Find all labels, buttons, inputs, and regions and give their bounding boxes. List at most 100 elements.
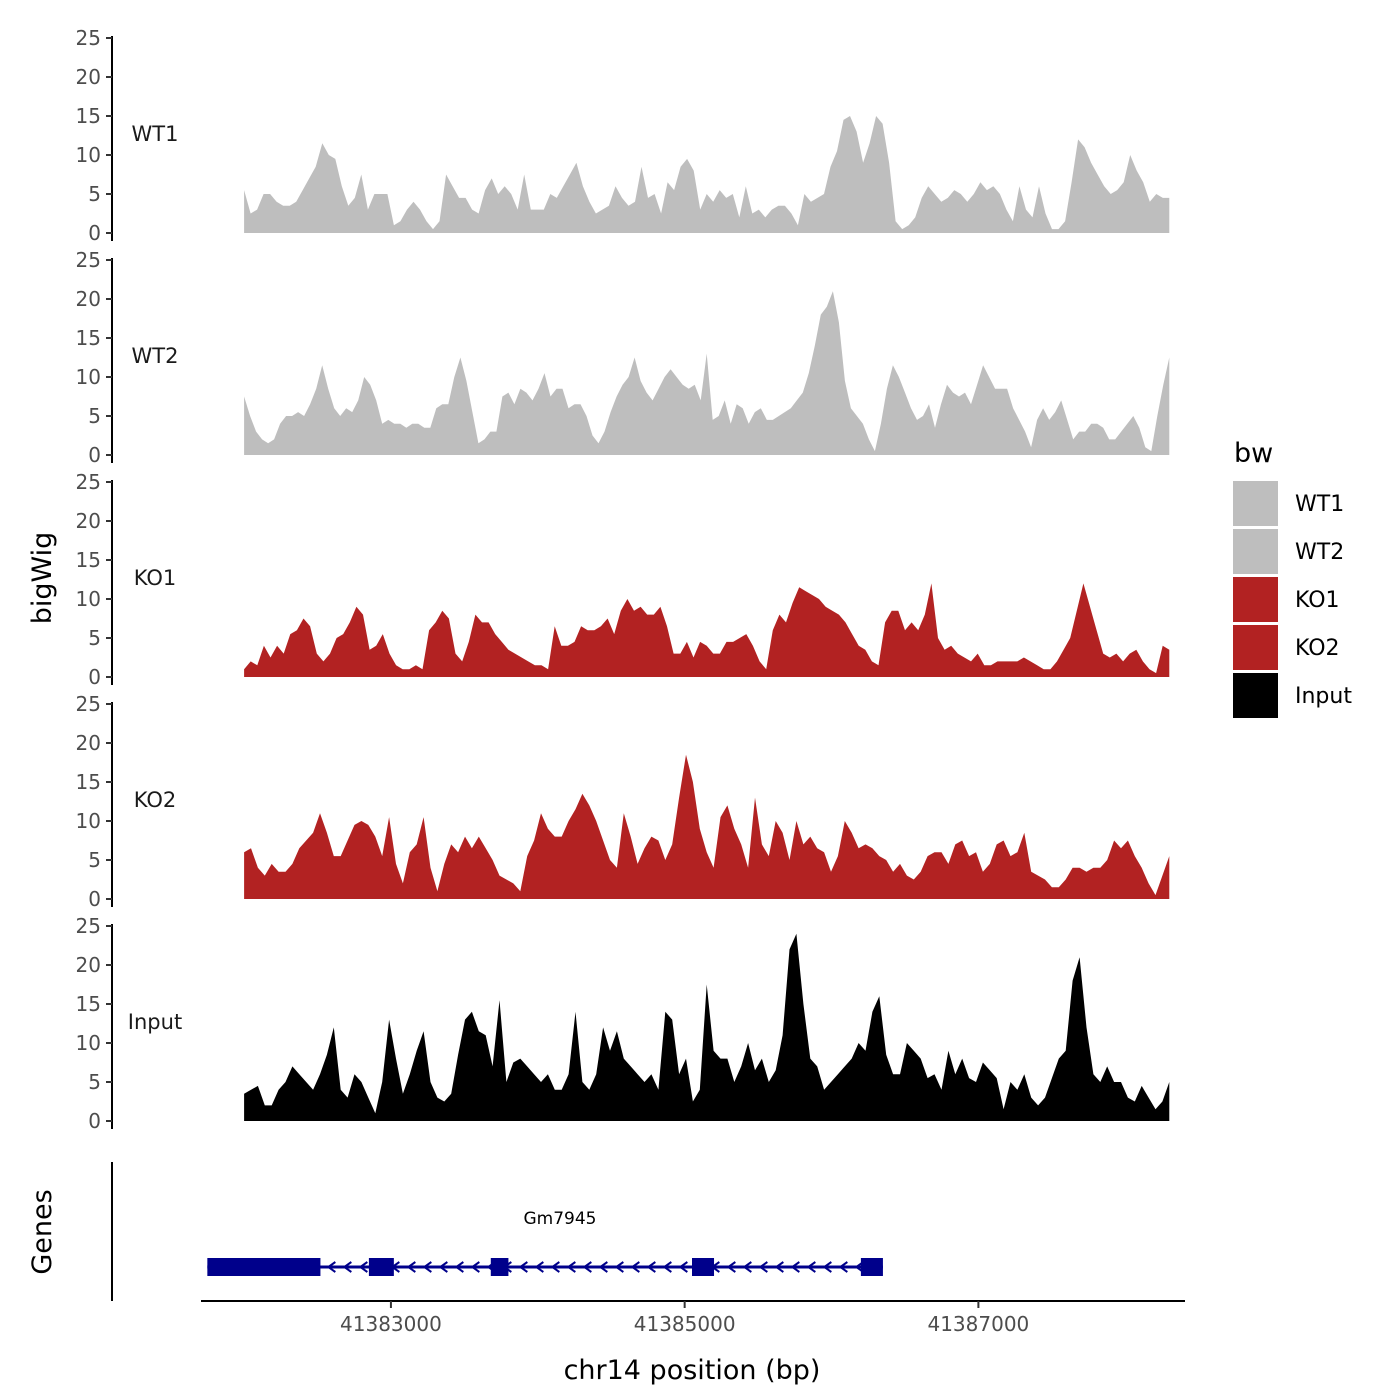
x-axis: chr14 position (bp) 41383000 41385000 4138… <box>201 1300 1185 1386</box>
strand-arrow <box>566 1261 576 1273</box>
y-tick-label: 0 <box>88 887 101 911</box>
gene-exon <box>860 1258 883 1276</box>
legend-key-ko2 <box>1233 625 1278 670</box>
strand-arrow <box>582 1261 592 1273</box>
x-tick-label: 41385000 <box>634 1312 736 1336</box>
legend-key-ko1 <box>1233 577 1278 622</box>
y-tick-label: 20 <box>76 953 101 977</box>
strand-arrow <box>438 1261 448 1273</box>
y-axis-title: bigWig <box>27 532 58 625</box>
y-tick-label: 25 <box>76 470 101 494</box>
gene-exon <box>490 1258 509 1276</box>
coverage-area-wt2 <box>244 291 1170 455</box>
strand-arrow <box>790 1261 800 1273</box>
coverage-area-ko1 <box>244 583 1170 677</box>
y-tick-label: 20 <box>76 65 101 89</box>
y-tick-label: 20 <box>76 731 101 755</box>
x-tick-label: 41387000 <box>927 1312 1029 1336</box>
legend-label: WT1 <box>1295 492 1344 517</box>
strand-arrow <box>550 1261 560 1273</box>
track-label: KO2 <box>134 788 177 812</box>
y-tick-label: 0 <box>88 443 101 467</box>
track-label: KO1 <box>134 566 177 590</box>
coverage-area-ko2 <box>244 754 1170 899</box>
y-tick-label: 25 <box>76 692 101 716</box>
strand-arrow <box>470 1261 480 1273</box>
strand-arrow <box>822 1261 832 1273</box>
legend-title: bw <box>1234 438 1273 469</box>
strand-arrow <box>646 1261 656 1273</box>
strand-arrow <box>422 1261 432 1273</box>
strand-arrow <box>614 1261 624 1273</box>
genes-axis-title: Genes <box>27 1189 58 1274</box>
legend-label: Input <box>1295 684 1352 709</box>
y-tick-label: 5 <box>88 182 101 206</box>
legend-label: WT2 <box>1295 540 1344 565</box>
track-wt2: 0 5 10 15 20 25 WT2 <box>76 248 1170 467</box>
strand-arrow <box>598 1261 608 1273</box>
strand-arrow <box>806 1261 816 1273</box>
gene-exon <box>207 1258 321 1276</box>
y-tick-label: 0 <box>88 1109 101 1133</box>
strand-arrow <box>518 1261 528 1273</box>
legend-label: KO1 <box>1295 588 1340 613</box>
y-tick-label: 15 <box>76 104 101 128</box>
y-tick-label: 25 <box>76 26 101 50</box>
strand-arrow <box>742 1261 752 1273</box>
track-ko1: 0 5 10 15 20 25 KO1 <box>76 470 1170 689</box>
x-axis-title: chr14 position (bp) <box>564 1355 821 1386</box>
strand-arrow <box>774 1261 784 1273</box>
strand-arrow <box>534 1261 544 1273</box>
coverage-area-input <box>244 933 1170 1121</box>
gene-name-label: Gm7945 <box>524 1209 597 1229</box>
y-tick-label: 15 <box>76 326 101 350</box>
strand-arrow <box>326 1261 336 1273</box>
strand-arrow <box>454 1261 464 1273</box>
y-tick-label: 20 <box>76 509 101 533</box>
strand-arrow <box>758 1261 768 1273</box>
strand-arrow <box>406 1261 416 1273</box>
strand-arrow <box>662 1261 672 1273</box>
y-tick-label: 5 <box>88 848 101 872</box>
strand-arrow <box>342 1261 352 1273</box>
legend-key-input <box>1233 673 1278 718</box>
track-input: 0 5 10 15 20 25 Input <box>76 914 1170 1133</box>
y-tick-label: 10 <box>76 365 101 389</box>
legend-label: KO2 <box>1295 636 1340 661</box>
y-tick-label: 15 <box>76 992 101 1016</box>
track-ko2: 0 5 10 15 20 25 KO2 <box>76 692 1170 911</box>
y-tick-label: 5 <box>88 626 101 650</box>
y-tick-label: 5 <box>88 1070 101 1094</box>
y-tick-label: 20 <box>76 287 101 311</box>
coverage-area-wt1 <box>244 116 1170 233</box>
track-label: WT1 <box>132 122 179 146</box>
track-wt1: 0 5 10 15 20 25 WT1 <box>76 26 1170 245</box>
gene-exon <box>692 1258 715 1276</box>
strand-arrow <box>726 1261 736 1273</box>
genes-panel: Genes Gm7945 <box>27 1162 883 1301</box>
y-tick-label: 25 <box>76 914 101 938</box>
y-tick-label: 10 <box>76 809 101 833</box>
gene-exon <box>368 1258 394 1276</box>
y-tick-label: 10 <box>76 1031 101 1055</box>
track-label: Input <box>128 1010 182 1034</box>
legend-key-wt1 <box>1233 481 1278 526</box>
y-tick-label: 10 <box>76 587 101 611</box>
y-tick-label: 0 <box>88 665 101 689</box>
strand-arrow <box>358 1261 368 1273</box>
legend-key-wt2 <box>1233 529 1278 574</box>
y-tick-label: 15 <box>76 770 101 794</box>
y-tick-label: 15 <box>76 548 101 572</box>
x-tick-label: 41383000 <box>340 1312 442 1336</box>
y-tick-label: 5 <box>88 404 101 428</box>
track-label: WT2 <box>132 344 179 368</box>
strand-arrow <box>678 1261 688 1273</box>
tracks-layer: 0510152025WT10510152025WT20510152025KO10… <box>76 26 1170 1133</box>
strand-arrow <box>838 1261 848 1273</box>
legend: bw WT1 WT2 KO1 KO2 Input <box>1233 438 1352 718</box>
y-tick-label: 0 <box>88 221 101 245</box>
y-tick-label: 10 <box>76 143 101 167</box>
strand-arrow <box>630 1261 640 1273</box>
y-tick-label: 25 <box>76 248 101 272</box>
